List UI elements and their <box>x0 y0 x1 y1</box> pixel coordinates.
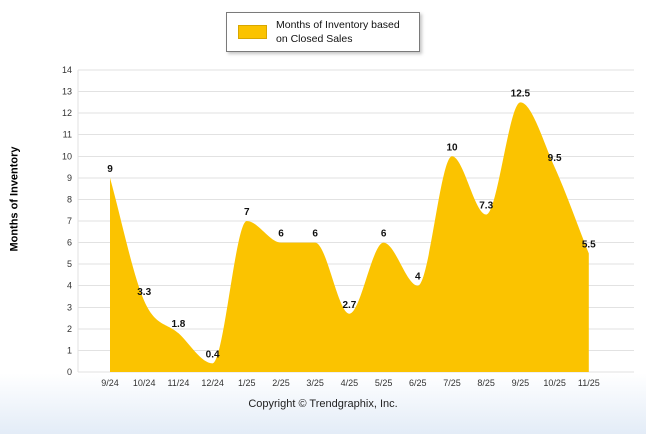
data-point-label: 7.3 <box>479 201 493 212</box>
y-tick-label: 0 <box>67 367 72 377</box>
y-tick-label: 2 <box>67 324 72 334</box>
x-axis-label: 1/25 <box>238 378 256 388</box>
chart-legend: Months of Inventory based on Closed Sale… <box>226 12 420 53</box>
data-point-label: 6 <box>278 229 284 240</box>
x-axis-label: 11/24 <box>167 378 189 388</box>
data-point-label: 5.5 <box>582 239 596 250</box>
data-point-label: 6 <box>381 229 387 240</box>
data-point-label: 0.4 <box>206 349 220 360</box>
legend-label: Months of Inventory based on Closed Sale… <box>276 19 400 46</box>
data-point-label: 9 <box>107 164 113 175</box>
x-axis-label: 9/25 <box>512 378 530 388</box>
y-tick-label: 7 <box>67 216 72 226</box>
y-tick-label: 14 <box>62 65 72 75</box>
data-point-label: 10 <box>446 142 458 153</box>
x-axis-label: 2/25 <box>272 378 290 388</box>
y-tick-label: 13 <box>62 87 72 97</box>
x-axis-label: 4/25 <box>341 378 359 388</box>
data-point-label: 12.5 <box>511 88 531 99</box>
x-axis-label: 7/25 <box>443 378 461 388</box>
y-tick-label: 5 <box>67 259 72 269</box>
x-axis-label: 6/25 <box>409 378 427 388</box>
y-tick-label: 8 <box>67 194 72 204</box>
x-axis-label: 8/25 <box>477 378 495 388</box>
data-point-label: 7 <box>244 207 250 218</box>
legend-swatch <box>238 25 267 40</box>
data-point-label: 4 <box>415 272 421 283</box>
y-tick-label: 3 <box>67 302 72 312</box>
data-point-label: 9.5 <box>548 153 562 164</box>
y-tick-label: 10 <box>62 151 72 161</box>
y-tick-label: 11 <box>63 130 72 140</box>
x-axis-label: 12/24 <box>201 378 224 388</box>
y-tick-label: 1 <box>67 345 72 355</box>
x-axis-label: 10/24 <box>133 378 156 388</box>
data-point-label: 3.3 <box>137 287 151 298</box>
y-tick-label: 6 <box>67 238 72 248</box>
area-path <box>110 102 589 372</box>
x-axis-label: 3/25 <box>306 378 324 388</box>
x-axis-label: 5/25 <box>375 378 393 388</box>
y-tick-label: 9 <box>67 173 72 183</box>
x-axis-label: 10/25 <box>543 378 566 388</box>
y-tick-label: 12 <box>62 108 72 118</box>
y-tick-label: 4 <box>67 281 72 291</box>
data-point-label: 2.7 <box>342 300 356 311</box>
data-point-label: 6 <box>312 229 318 240</box>
x-axis-label: 9/24 <box>101 378 119 388</box>
data-point-label: 1.8 <box>171 319 185 330</box>
x-axis-label: 11/25 <box>578 378 600 388</box>
copyright-text: Copyright © Trendgraphix, Inc. <box>248 398 398 410</box>
